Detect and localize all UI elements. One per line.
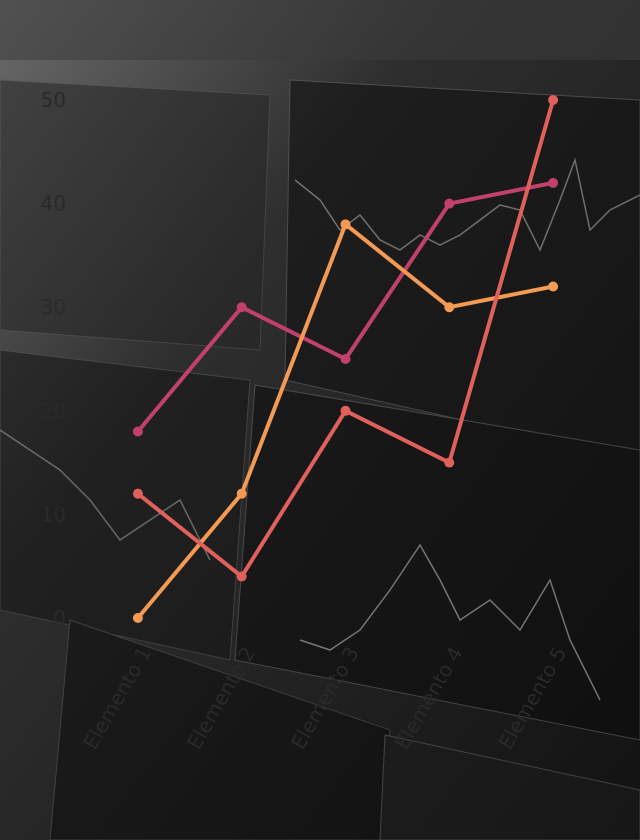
data-point — [548, 95, 559, 105]
data-point — [444, 302, 455, 313]
data-point — [340, 405, 351, 416]
data-point — [444, 457, 455, 468]
data-point — [340, 219, 351, 230]
y-tick-label: 10 — [41, 502, 66, 526]
y-tick-label: 0 — [53, 606, 66, 630]
data-point — [444, 198, 455, 209]
data-point — [132, 488, 143, 499]
y-tick-label: 50 — [41, 88, 66, 112]
y-tick-label: 20 — [41, 399, 66, 423]
data-point — [340, 354, 351, 364]
data-point — [132, 426, 143, 437]
data-point — [236, 488, 247, 499]
data-point — [132, 613, 143, 623]
data-point — [236, 571, 247, 582]
data-point — [548, 177, 559, 188]
data-point — [236, 302, 247, 313]
y-tick-label: 30 — [41, 295, 66, 319]
y-tick-label: 40 — [41, 192, 66, 216]
data-point — [548, 281, 559, 292]
